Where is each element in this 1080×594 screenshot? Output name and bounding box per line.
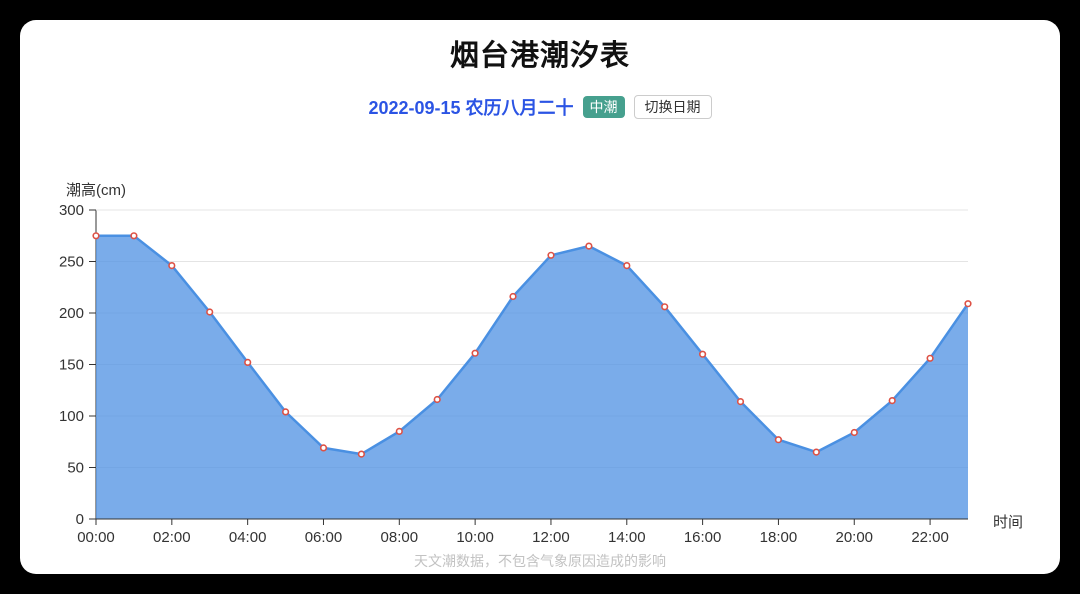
data-point-marker [206, 308, 214, 316]
data-point-marker [623, 261, 631, 270]
data-point-marker [282, 408, 290, 416]
x-tick-label: 02:00 [153, 529, 191, 546]
data-point-marker [509, 292, 517, 301]
x-tick-label: 10:00 [456, 529, 494, 546]
data-point-marker [92, 232, 100, 240]
data-point-marker [698, 350, 707, 358]
data-point-marker [812, 448, 820, 456]
y-tick-label: 50 [67, 460, 84, 477]
data-point-marker [964, 300, 972, 308]
y-tick-label: 200 [59, 305, 84, 322]
x-tick-label: 18:00 [760, 529, 798, 546]
y-tick-label: 150 [59, 357, 84, 374]
data-point-marker [547, 251, 555, 259]
data-point-marker [433, 395, 441, 404]
y-tick-label: 0 [76, 511, 84, 528]
data-point-marker [774, 436, 783, 444]
tide-card: 烟台港潮汐表 2022-09-15 农历八月二十 中潮 切换日期 潮高(cm) … [20, 20, 1060, 574]
x-tick-label: 08:00 [381, 529, 419, 546]
data-point-marker [357, 450, 366, 458]
x-tick-label: 16:00 [684, 529, 722, 546]
x-tick-label: 14:00 [608, 529, 646, 546]
x-tick-label: 22:00 [911, 529, 949, 546]
data-point-marker [244, 358, 252, 366]
tide-chart: 0 50 100 150 200 250 300 00:00 02:00 04:00 06:00 08… [59, 202, 972, 546]
date-row: 2022-09-15 农历八月二十 中潮 切换日期 [20, 94, 1060, 120]
data-point-marker [585, 242, 593, 250]
y-tick-label: 250 [59, 254, 84, 271]
data-point-marker [736, 398, 745, 406]
x-tick-label: 12:00 [532, 529, 570, 546]
date-label: 2022-09-15 农历八月二十 [368, 98, 574, 118]
x-tick-label: 06:00 [305, 529, 343, 546]
data-point-marker [850, 428, 858, 437]
data-point-marker [926, 354, 934, 362]
data-point-marker [888, 397, 896, 405]
tide-line [94, 234, 970, 456]
data-point-marker [130, 232, 138, 240]
data-point-marker [661, 303, 669, 311]
tide-level-badge: 中潮 [582, 96, 625, 118]
x-axis-title: 时间 [993, 514, 1024, 531]
page-title: 烟台港潮汐表 [449, 40, 630, 72]
data-point-marker [471, 349, 479, 357]
y-tick-label: 300 [59, 202, 84, 219]
x-tick-label: 04:00 [229, 529, 267, 546]
x-tick-label: 20:00 [835, 529, 873, 546]
footer-note: 天文潮数据，不包含气象原因造成的影响 [414, 553, 666, 569]
y-axis-title: 潮高(cm) [66, 182, 126, 199]
y-tick-label: 100 [59, 408, 84, 425]
data-point-marker [319, 444, 328, 452]
data-point-marker [395, 427, 403, 435]
tide-area [96, 235, 968, 520]
data-point-marker [168, 261, 176, 270]
switch-date-button[interactable]: 切换日期 [633, 95, 712, 119]
x-tick-label: 00:00 [77, 529, 115, 546]
